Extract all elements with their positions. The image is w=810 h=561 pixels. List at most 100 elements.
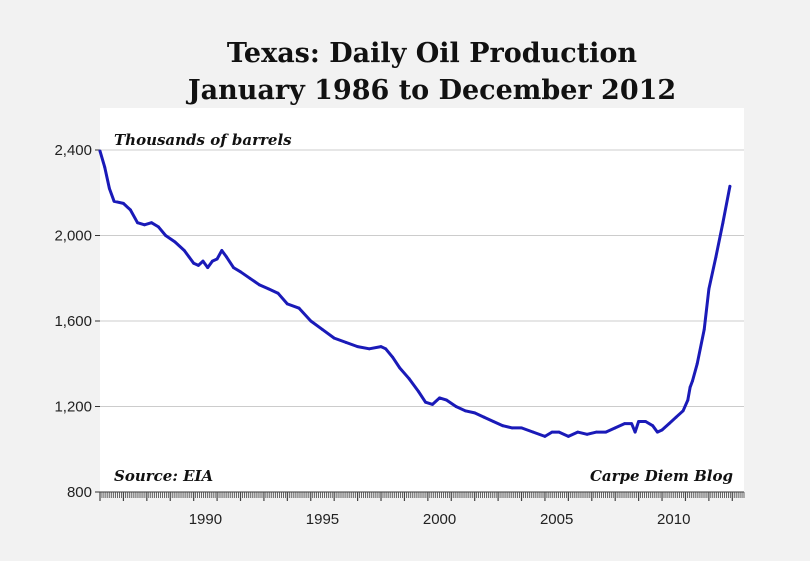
- data-point: [297, 306, 301, 310]
- x-tick-label: 1990: [189, 511, 222, 528]
- data-point: [379, 345, 383, 348]
- data-point: [604, 430, 608, 434]
- data-point: [656, 430, 659, 434]
- data-point: [633, 430, 637, 434]
- data-point: [108, 187, 111, 190]
- data-point: [201, 259, 205, 263]
- x-tick-label: 2005: [540, 511, 573, 528]
- y-tick-label: 1,600: [54, 313, 92, 330]
- data-point: [623, 422, 626, 425]
- data-point: [674, 415, 678, 419]
- data-point: [695, 362, 699, 366]
- data-point: [136, 221, 139, 225]
- data-point: [220, 249, 224, 252]
- data-point: [143, 223, 146, 227]
- data-point: [510, 426, 514, 430]
- data-point: [321, 328, 324, 331]
- data-point: [637, 420, 640, 423]
- data-point: [595, 430, 598, 434]
- data-point: [285, 302, 289, 306]
- data-point: [644, 420, 647, 423]
- data-point: [550, 430, 554, 434]
- data-point: [681, 409, 685, 413]
- data-point: [482, 415, 486, 419]
- data-point: [276, 291, 280, 295]
- data-point: [215, 257, 219, 261]
- data-point: [613, 426, 617, 430]
- data-point: [206, 266, 210, 269]
- data-point: [187, 255, 191, 259]
- data-point: [225, 255, 228, 259]
- data-point: [473, 411, 477, 415]
- data-point: [651, 424, 655, 428]
- data-point: [164, 234, 168, 237]
- x-axis: 1990 1995 2000 2005 2010: [99, 491, 745, 528]
- data-point: [182, 249, 186, 252]
- data-point: [728, 184, 732, 188]
- y-axis-ticks: 800 1,200 1,600 2,000 2,400: [54, 142, 100, 501]
- data-point: [501, 424, 505, 428]
- chart-title: Texas: Daily Oil Production: [227, 38, 637, 69]
- data-point: [667, 422, 671, 425]
- data-point: [98, 149, 102, 153]
- data-point: [407, 377, 411, 381]
- data-point: [129, 208, 132, 212]
- data-point: [576, 430, 580, 434]
- data-point: [257, 283, 261, 287]
- data-point: [702, 328, 706, 331]
- data-point: [356, 345, 359, 348]
- data-point: [567, 435, 570, 438]
- data-point: [585, 432, 589, 436]
- data-point: [103, 165, 107, 169]
- y-tick-label: 2,400: [54, 142, 92, 159]
- data-point: [112, 199, 116, 203]
- data-point: [248, 276, 252, 280]
- data-point: [391, 355, 395, 359]
- data-point: [398, 366, 402, 370]
- data-point: [267, 287, 270, 291]
- data-point: [239, 270, 242, 274]
- x-tick-label: 2010: [657, 511, 690, 528]
- data-point: [197, 264, 200, 267]
- data-point: [721, 221, 725, 225]
- data-point: [691, 379, 694, 383]
- data-point: [157, 225, 160, 229]
- y-tick-label: 2,000: [54, 228, 92, 245]
- y-tick-label: 1,200: [54, 399, 92, 416]
- data-point: [463, 409, 467, 413]
- data-point: [309, 319, 313, 323]
- data-point: [192, 261, 196, 265]
- data-point: [173, 240, 177, 244]
- series-group: [98, 149, 732, 438]
- data-point: [211, 259, 214, 263]
- data-point: [438, 396, 441, 400]
- data-point: [660, 428, 664, 432]
- data-point: [454, 405, 458, 408]
- y-axis-label: Thousands of barrels: [114, 131, 292, 149]
- credit-note: Carpe Diem Blog: [590, 467, 733, 485]
- data-point: [332, 336, 336, 340]
- data-point: [122, 202, 125, 205]
- data-point: [520, 426, 523, 430]
- data-point: [531, 430, 535, 434]
- plot-area: [100, 108, 744, 493]
- data-point: [424, 400, 427, 404]
- data-point: [557, 430, 561, 434]
- source-note: Source: EIA: [114, 467, 213, 485]
- data-point: [150, 221, 153, 225]
- data-point: [417, 390, 420, 393]
- data-point: [543, 435, 547, 438]
- data-point: [492, 420, 495, 423]
- grid-lines: [100, 149, 744, 407]
- y-tick-label: 800: [67, 484, 92, 501]
- data-point: [384, 347, 388, 351]
- data-point: [630, 422, 633, 425]
- data-point: [707, 287, 711, 291]
- x-tick-label: 1995: [306, 511, 339, 528]
- x-tick-label: 2000: [423, 511, 456, 528]
- data-point: [688, 385, 692, 389]
- data-point: [445, 398, 448, 402]
- data-point: [714, 255, 718, 259]
- chart-subtitle: January 1986 to December 2012: [186, 75, 676, 106]
